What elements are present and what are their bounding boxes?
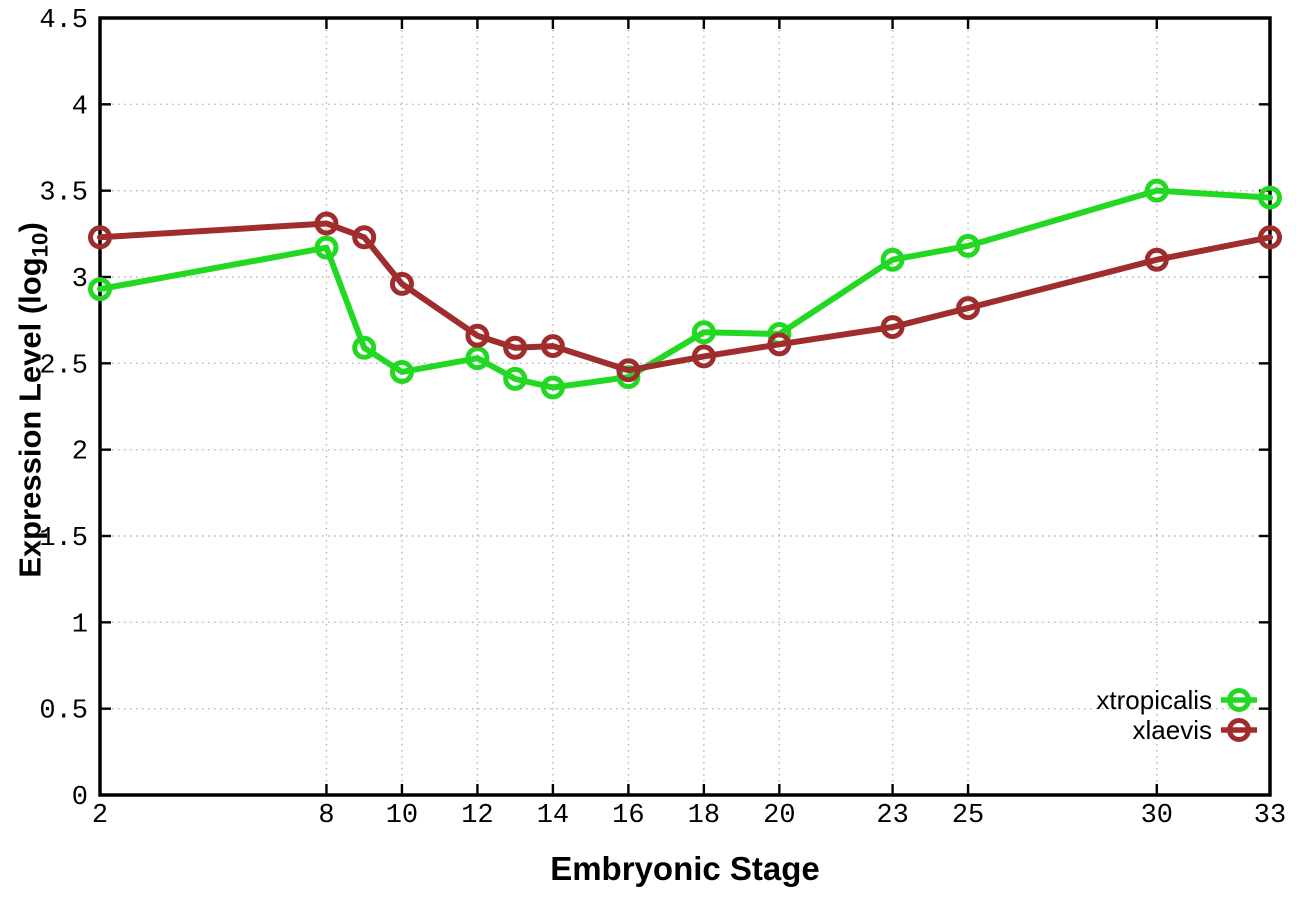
x-tick-label: 18: [688, 801, 720, 831]
x-tick-label: 30: [1141, 801, 1173, 831]
xlaevis-point: [465, 323, 490, 348]
x-tick-label: 25: [952, 801, 984, 831]
y-tick-label: 3.5: [39, 179, 88, 209]
y-axis-title: Expression Level (log10): [12, 222, 53, 578]
y-tick-label: 2: [72, 438, 88, 468]
legend-label-xlaevis: xlaevis: [1133, 715, 1212, 745]
y-axis-title-subscript: 10: [27, 232, 53, 258]
xlaevis-point: [880, 315, 905, 340]
xlaevis-point: [352, 225, 377, 250]
xlaevis-point: [389, 271, 414, 296]
xlaevis-point: [314, 211, 339, 236]
xtropicalis-point: [314, 235, 339, 260]
xlaevis-point: [691, 344, 716, 369]
y-tick-label: 0.5: [39, 697, 88, 727]
plot-border: [98, 16, 1272, 797]
xlaevis-point: [767, 332, 792, 357]
xtropicalis-point: [465, 346, 490, 371]
xlaevis-point: [956, 296, 981, 321]
y-axis-title-close: ): [12, 222, 48, 233]
xlaevis-point: [1144, 247, 1169, 272]
y-tick-label: 1: [72, 610, 88, 640]
y-axis-title-text: Expression Level (log: [12, 257, 48, 578]
xtropicalis-point: [352, 335, 377, 360]
x-axis-title: Embryonic Stage: [550, 850, 820, 887]
x-tick-label: 8: [318, 801, 334, 831]
xtropicalis-point: [503, 366, 528, 391]
y-tick-label: 4: [72, 92, 88, 122]
xtropicalis-point: [540, 375, 565, 400]
xtropicalis-point: [880, 247, 905, 272]
x-tick-label: 16: [612, 801, 644, 831]
y-tick-label: 4.5: [39, 6, 88, 36]
x-tick-label: 20: [763, 801, 795, 831]
x-tick-label: 14: [537, 801, 569, 831]
x-tick-label: 10: [386, 801, 418, 831]
legend-label-xtropicalis: xtropicalis: [1096, 685, 1212, 715]
y-tick-label: 1.5: [39, 524, 88, 554]
x-tick-label: 12: [461, 801, 493, 831]
xtropicalis-point: [691, 320, 716, 345]
xlaevis-point: [88, 225, 112, 250]
y-tick-label: 3: [72, 265, 88, 295]
xtropicalis-point: [956, 233, 981, 258]
xlaevis-point: [616, 358, 641, 383]
y-tick-label: 2.5: [39, 351, 88, 381]
y-tick-label: 0: [72, 783, 88, 813]
xlaevis-point: [503, 335, 528, 360]
xtropicalis-point: [389, 359, 414, 384]
legend-sample-marker-xtropicalis: [1227, 688, 1251, 712]
xtropicalis-point: [1144, 178, 1169, 203]
xlaevis-point: [1258, 225, 1282, 250]
xtropicalis-point: [1258, 185, 1282, 210]
legend-sample-marker-xlaevis: [1227, 718, 1251, 742]
xtropicalis-point: [88, 277, 112, 302]
x-tick-label: 23: [876, 801, 908, 831]
xlaevis-point: [540, 334, 565, 359]
xlaevis-line: [97, 220, 1273, 374]
x-tick-label: 33: [1254, 801, 1286, 831]
x-tick-label: 2: [92, 801, 108, 831]
